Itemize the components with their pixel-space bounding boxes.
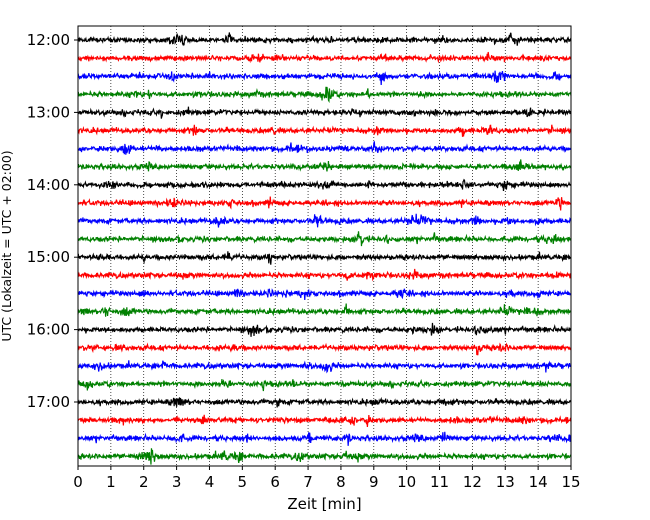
y-tick-label-14:00: 14:00 <box>27 176 70 194</box>
trace-7 <box>77 159 572 172</box>
trace-18 <box>77 360 572 374</box>
x-tick-label-13: 13 <box>496 473 515 491</box>
y-tick-label-17:00: 17:00 <box>27 393 70 411</box>
trace-14 <box>77 288 572 301</box>
trace-12 <box>77 251 572 265</box>
trace-21 <box>77 414 572 428</box>
trace-9 <box>77 196 572 211</box>
trace-1 <box>77 51 572 64</box>
y-tick-label-12:00: 12:00 <box>27 31 70 49</box>
x-tick-label-11: 11 <box>430 473 449 491</box>
x-tick-label-0: 0 <box>73 473 83 491</box>
trace-19 <box>77 378 572 392</box>
x-tick-label-9: 9 <box>369 473 379 491</box>
y-axis-ticks: 12:00 13:00 14:00 15:00 16:00 17:00 <box>27 31 78 411</box>
trace-10 <box>77 213 572 228</box>
x-axis-label: Zeit [min] <box>287 495 361 513</box>
trace-11 <box>77 231 572 247</box>
x-tick-label-1: 1 <box>106 473 116 491</box>
x-tick-label-2: 2 <box>139 473 149 491</box>
y-tick-label-13:00: 13:00 <box>27 103 70 121</box>
plot-frame <box>77 25 572 467</box>
trace-6 <box>77 141 572 155</box>
trace-0 <box>77 32 572 47</box>
trace-15 <box>77 303 572 317</box>
x-tick-label-4: 4 <box>205 473 215 491</box>
x-tick-label-8: 8 <box>336 473 346 491</box>
x-tick-label-6: 6 <box>270 473 280 491</box>
x-gridlines <box>110 26 539 466</box>
x-tick-label-7: 7 <box>303 473 313 491</box>
trace-4 <box>77 106 572 119</box>
trace-20 <box>77 396 572 408</box>
trace-16 <box>77 322 572 337</box>
trace-22 <box>77 431 572 446</box>
y-axis-label: UTC (Lokalzeit = UTC + 02:00) <box>0 150 14 341</box>
x-tick-label-5: 5 <box>238 473 248 491</box>
trace-23 <box>77 448 572 465</box>
x-tick-label-3: 3 <box>172 473 182 491</box>
x-axis-ticks: 0 1 2 3 4 5 6 7 8 9 10 11 12 13 14 15 <box>73 466 581 491</box>
trace-3 <box>77 86 572 104</box>
trace-13 <box>77 268 572 282</box>
seismic-traces <box>77 32 572 465</box>
trace-5 <box>77 124 572 137</box>
trace-8 <box>77 178 572 192</box>
x-tick-label-15: 15 <box>561 473 580 491</box>
y-tick-label-16:00: 16:00 <box>27 321 70 339</box>
plot-background <box>78 26 571 466</box>
y-tick-label-15:00: 15:00 <box>27 248 70 266</box>
trace-17 <box>77 342 572 356</box>
x-tick-label-12: 12 <box>463 473 482 491</box>
trace-2 <box>77 70 572 86</box>
x-tick-label-14: 14 <box>529 473 548 491</box>
x-tick-label-10: 10 <box>397 473 416 491</box>
